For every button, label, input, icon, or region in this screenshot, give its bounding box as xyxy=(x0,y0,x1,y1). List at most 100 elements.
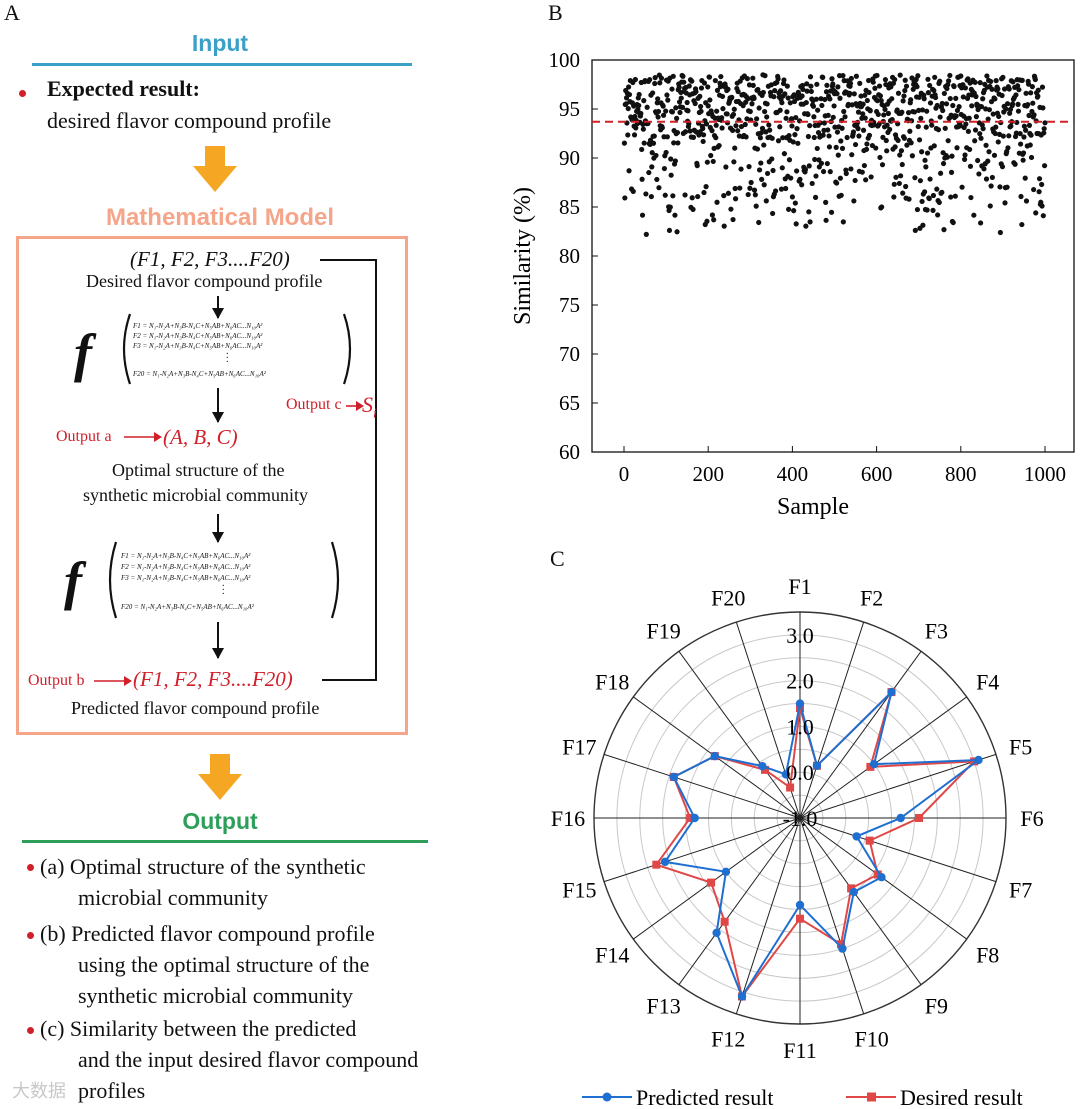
scatter-point xyxy=(709,128,715,134)
scatter-point xyxy=(932,74,938,80)
scatter-point xyxy=(1021,123,1027,129)
radar-point xyxy=(849,887,859,897)
scatter-point xyxy=(728,206,734,212)
scatter-point xyxy=(756,167,763,173)
left-paren-icon xyxy=(108,541,118,619)
scatter-point xyxy=(948,169,955,175)
scatter-point xyxy=(976,171,982,177)
scatter-point xyxy=(895,90,902,96)
scatter-point xyxy=(925,90,931,96)
scatter-point xyxy=(843,170,849,177)
scatter-point xyxy=(762,108,768,115)
scatter-point xyxy=(972,127,979,133)
scatter-point xyxy=(882,106,888,113)
model-header: Mathematical Model xyxy=(105,204,335,231)
scatter-point xyxy=(767,127,773,133)
equation-line: F1 = N₁-N₂A+N₃B-N₄C+N₅AB+N₆AC...N₁₀A² xyxy=(121,552,251,560)
scatter-point xyxy=(1041,130,1047,136)
scatter-point xyxy=(648,193,654,200)
equation-line: F2 = N₁-N₂A+N₃B-N₄C+N₅AB+N₆AC...N₁₀A² xyxy=(121,563,251,571)
x-tick-label: 400 xyxy=(777,462,809,486)
scatter-point xyxy=(669,86,675,92)
scatter-point xyxy=(892,76,898,83)
scatter-point xyxy=(945,138,951,144)
output-header: Output xyxy=(182,808,258,834)
scatter-point xyxy=(876,121,882,127)
scatter-point xyxy=(781,77,787,83)
scatter-point xyxy=(950,102,956,109)
scatter-point xyxy=(940,160,947,167)
scatter-point xyxy=(924,108,930,114)
scatter-point xyxy=(713,135,719,141)
scatter-point xyxy=(641,140,647,146)
scatter-point xyxy=(778,88,784,94)
scatter-point xyxy=(912,227,918,233)
scatter-point xyxy=(714,199,720,205)
scatter-point xyxy=(997,184,1003,190)
scatter-point xyxy=(924,150,931,156)
scatter-point xyxy=(944,85,950,92)
scatter-point xyxy=(698,103,704,110)
out-c-line2: and the input desired flavor compound xyxy=(78,1047,419,1072)
scatter-point xyxy=(694,163,700,169)
radar-tick-label: 0.0 xyxy=(786,760,814,785)
scatter-point xyxy=(697,93,703,99)
scatter-point xyxy=(652,75,658,81)
scatter-point xyxy=(852,141,859,148)
scatter-point xyxy=(804,81,810,87)
y-tick-label: 80 xyxy=(559,244,580,268)
scatter-point xyxy=(738,166,744,172)
scatter-point xyxy=(671,140,677,146)
radar-category-label: F19 xyxy=(647,618,681,643)
scatter-point xyxy=(1036,176,1043,182)
scatter-point xyxy=(813,96,819,102)
right-paren-icon xyxy=(342,313,352,385)
scatter-point xyxy=(649,150,655,156)
scatter-point xyxy=(760,89,766,96)
scatter-point xyxy=(826,133,832,139)
scatter-point xyxy=(1009,101,1016,107)
scatter-point xyxy=(1033,210,1039,216)
scatter-point xyxy=(992,130,998,137)
radar-point xyxy=(737,992,747,1001)
scatter-point xyxy=(709,212,716,218)
scatter-point xyxy=(764,170,771,177)
scatter-point xyxy=(725,86,731,92)
scatter-point xyxy=(731,106,737,112)
scatter-point xyxy=(732,196,739,202)
scatter-point xyxy=(839,145,846,151)
scatter-point xyxy=(967,146,973,153)
scatter-point xyxy=(920,222,926,228)
scatter-point xyxy=(636,102,642,109)
desired-profile-label: Desired flavor compound profile xyxy=(86,271,323,291)
scatter-point xyxy=(800,86,806,93)
scatter-point xyxy=(680,73,686,79)
scatter-point xyxy=(870,79,876,85)
radar-point xyxy=(896,813,905,823)
scatter-point xyxy=(1039,181,1045,188)
scatter-point xyxy=(779,100,785,106)
scatter-point xyxy=(804,88,810,94)
scatter-point xyxy=(803,223,809,229)
scatter-point xyxy=(794,168,800,174)
scatter-point xyxy=(698,85,705,91)
scatter-point xyxy=(701,80,708,86)
scatter-point xyxy=(679,104,686,110)
equation-line: F20 = N₁-N₂A+N₃B-N₄C+N₅AB+N₆AC...N₁₀A² xyxy=(133,370,266,378)
scatter-point xyxy=(942,125,948,131)
scatter-point xyxy=(823,217,829,223)
scatter-point xyxy=(730,111,737,118)
radar-category-label: F7 xyxy=(1009,878,1032,903)
scatter-point xyxy=(746,82,753,88)
scatter-point xyxy=(794,126,800,132)
scatter-point xyxy=(986,149,992,155)
scatter-point xyxy=(682,129,689,135)
scatter-point xyxy=(632,76,638,83)
scatter-point xyxy=(945,78,952,84)
scatter-point xyxy=(819,102,825,109)
scatter-point xyxy=(954,145,960,151)
scatter-point xyxy=(911,109,918,115)
scatter-point xyxy=(977,131,983,137)
radar-point xyxy=(795,699,805,708)
scatter-point xyxy=(921,189,928,195)
